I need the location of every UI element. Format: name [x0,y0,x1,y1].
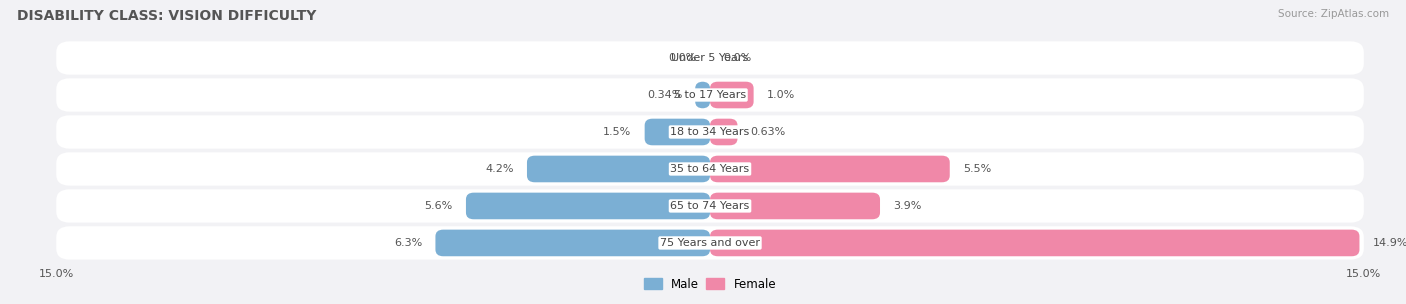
FancyBboxPatch shape [710,82,754,108]
FancyBboxPatch shape [56,152,1364,186]
FancyBboxPatch shape [644,119,710,145]
Text: 5 to 17 Years: 5 to 17 Years [673,90,747,100]
FancyBboxPatch shape [56,78,1364,112]
Text: 3.9%: 3.9% [893,201,921,211]
FancyBboxPatch shape [695,82,710,108]
Text: 0.34%: 0.34% [647,90,682,100]
FancyBboxPatch shape [710,119,738,145]
FancyBboxPatch shape [527,156,710,182]
Text: Under 5 Years: Under 5 Years [672,53,748,63]
FancyBboxPatch shape [436,230,710,256]
Text: 75 Years and over: 75 Years and over [659,238,761,248]
Text: 5.6%: 5.6% [425,201,453,211]
FancyBboxPatch shape [710,156,950,182]
Text: 35 to 64 Years: 35 to 64 Years [671,164,749,174]
Text: 0.63%: 0.63% [751,127,786,137]
Text: 4.2%: 4.2% [485,164,515,174]
Text: 1.5%: 1.5% [603,127,631,137]
FancyBboxPatch shape [56,41,1364,75]
Text: 65 to 74 Years: 65 to 74 Years [671,201,749,211]
FancyBboxPatch shape [56,189,1364,223]
Text: 14.9%: 14.9% [1372,238,1406,248]
Text: 1.0%: 1.0% [766,90,794,100]
FancyBboxPatch shape [710,230,1360,256]
Text: 6.3%: 6.3% [394,238,422,248]
Legend: Male, Female: Male, Female [640,273,780,295]
FancyBboxPatch shape [465,193,710,219]
Text: 5.5%: 5.5% [963,164,991,174]
Text: Source: ZipAtlas.com: Source: ZipAtlas.com [1278,9,1389,19]
Text: 0.0%: 0.0% [669,53,697,63]
FancyBboxPatch shape [56,226,1364,260]
Text: DISABILITY CLASS: VISION DIFFICULTY: DISABILITY CLASS: VISION DIFFICULTY [17,9,316,23]
Text: 18 to 34 Years: 18 to 34 Years [671,127,749,137]
FancyBboxPatch shape [710,193,880,219]
Text: 0.0%: 0.0% [723,53,751,63]
FancyBboxPatch shape [56,115,1364,149]
